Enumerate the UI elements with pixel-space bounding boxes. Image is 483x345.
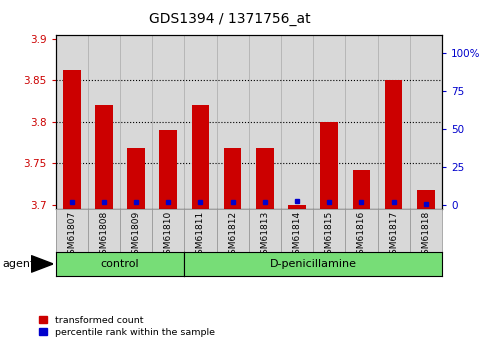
Bar bbox=[417, 190, 435, 209]
Text: D-penicillamine: D-penicillamine bbox=[270, 259, 356, 269]
Text: GSM61814: GSM61814 bbox=[293, 211, 301, 260]
Bar bbox=[353, 170, 370, 209]
Text: agent: agent bbox=[2, 259, 35, 269]
Bar bbox=[159, 130, 177, 209]
Bar bbox=[95, 105, 113, 209]
Text: GSM61807: GSM61807 bbox=[67, 211, 76, 260]
Text: GSM61817: GSM61817 bbox=[389, 211, 398, 260]
Text: GSM61818: GSM61818 bbox=[421, 211, 430, 260]
Text: control: control bbox=[100, 259, 139, 269]
Polygon shape bbox=[31, 256, 53, 272]
Text: GSM61809: GSM61809 bbox=[131, 211, 141, 260]
Text: GSM61812: GSM61812 bbox=[228, 211, 237, 260]
Bar bbox=[63, 70, 81, 209]
Text: GSM61811: GSM61811 bbox=[196, 211, 205, 260]
Bar bbox=[320, 122, 338, 209]
Text: GSM61816: GSM61816 bbox=[357, 211, 366, 260]
Text: GSM61813: GSM61813 bbox=[260, 211, 270, 260]
Bar bbox=[385, 80, 402, 209]
Text: GSM61815: GSM61815 bbox=[325, 211, 334, 260]
Legend: transformed count, percentile rank within the sample: transformed count, percentile rank withi… bbox=[39, 316, 214, 337]
Text: GSM61808: GSM61808 bbox=[99, 211, 108, 260]
Text: GDS1394 / 1371756_at: GDS1394 / 1371756_at bbox=[149, 12, 310, 26]
Bar bbox=[288, 205, 306, 209]
Bar bbox=[224, 148, 242, 209]
Bar bbox=[192, 105, 209, 209]
Bar bbox=[256, 148, 274, 209]
Text: GSM61810: GSM61810 bbox=[164, 211, 173, 260]
Bar bbox=[127, 148, 145, 209]
